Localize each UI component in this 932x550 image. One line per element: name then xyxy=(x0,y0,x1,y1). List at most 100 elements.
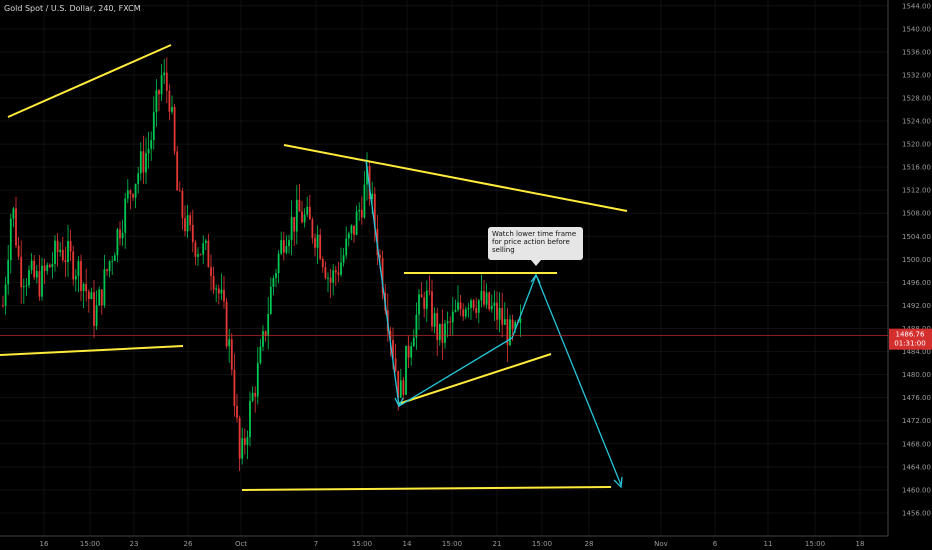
y-tick-label: 1540.00 xyxy=(902,25,931,33)
candle-body xyxy=(129,190,132,195)
candle-body xyxy=(334,270,337,273)
candle-body xyxy=(425,290,428,309)
x-tick-label: 16 xyxy=(40,540,49,548)
candle-body xyxy=(191,225,194,243)
candle-body xyxy=(95,305,98,326)
candle-body xyxy=(17,245,20,257)
candle-body xyxy=(368,166,371,200)
candle-body xyxy=(438,323,441,341)
candle-body xyxy=(223,289,225,302)
candle-body xyxy=(483,290,485,305)
y-tick-label: 1512.00 xyxy=(902,187,931,195)
candle-body xyxy=(415,314,418,338)
candle-body xyxy=(30,260,33,271)
annotation-callout[interactable]: Watch lower time frame for price action … xyxy=(488,227,583,266)
candle-body xyxy=(498,307,501,320)
x-tick-label: 15:00 xyxy=(442,540,462,548)
trendline xyxy=(397,353,552,405)
candle-body xyxy=(236,406,238,418)
x-tick-label: 26 xyxy=(184,540,193,548)
candle-body xyxy=(464,309,467,317)
x-tick-label: 23 xyxy=(130,540,139,548)
candle-body xyxy=(288,240,290,247)
candle-body xyxy=(233,369,236,407)
current-price-badge xyxy=(889,328,932,350)
candle-body xyxy=(412,337,415,347)
y-tick-label: 1524.00 xyxy=(902,118,931,126)
candle-body xyxy=(457,302,459,310)
candle-body xyxy=(152,112,155,141)
candle-body xyxy=(444,323,446,343)
candle-body xyxy=(496,302,498,320)
candle-body xyxy=(449,321,452,323)
candle-body xyxy=(212,276,215,290)
candle-body xyxy=(139,151,142,174)
y-tick-label: 1500.00 xyxy=(902,256,931,264)
candle-body xyxy=(210,267,212,277)
candle-body xyxy=(228,339,231,347)
candle-body xyxy=(204,240,207,244)
candle-body xyxy=(319,234,322,259)
candle-body xyxy=(506,319,509,346)
candle-body xyxy=(4,284,7,306)
candle-body xyxy=(35,271,38,278)
candle-body xyxy=(111,261,114,263)
candle-body xyxy=(56,240,59,253)
candle-body xyxy=(90,292,93,300)
projection-arrowhead xyxy=(613,476,623,489)
candle-body xyxy=(337,272,340,275)
candle-body xyxy=(155,90,158,113)
candle-body xyxy=(246,437,249,445)
candle-body xyxy=(467,307,470,310)
candle-body xyxy=(220,289,223,294)
candle-body xyxy=(207,240,210,268)
candle-body xyxy=(254,392,257,397)
candle-body xyxy=(379,255,381,259)
candle-body xyxy=(308,206,311,220)
candle-body xyxy=(163,72,166,76)
candle-body xyxy=(186,215,189,232)
candle-body xyxy=(436,313,439,341)
candle-body xyxy=(74,275,77,280)
candle-body xyxy=(275,273,277,279)
candle-body xyxy=(420,294,423,298)
candle-body xyxy=(459,302,462,310)
candle-body xyxy=(106,269,108,272)
candle-body xyxy=(353,225,355,235)
candle-body xyxy=(373,193,376,229)
y-tick-label: 1472.00 xyxy=(902,417,931,425)
candle-body xyxy=(202,243,205,255)
candle-body xyxy=(454,309,457,312)
candle-body xyxy=(381,258,384,293)
current-price-countdown: 01:31:00 xyxy=(894,340,925,348)
candle-body xyxy=(142,151,145,173)
candle-body xyxy=(150,140,153,149)
candle-body xyxy=(171,106,173,112)
candle-body xyxy=(503,319,506,325)
candle-body xyxy=(59,249,62,253)
candle-body xyxy=(147,148,150,154)
candle-body xyxy=(82,283,85,292)
candle-body xyxy=(410,346,413,358)
candle-body xyxy=(134,184,137,198)
y-tick-label: 1456.00 xyxy=(902,509,931,517)
candle-body xyxy=(340,262,342,275)
x-tick-label: 15:00 xyxy=(352,540,372,548)
x-tick-label: 28 xyxy=(585,540,594,548)
y-tick-label: 1484.00 xyxy=(902,348,931,356)
candle-body xyxy=(407,345,410,358)
y-tick-label: 1468.00 xyxy=(902,440,931,448)
y-tick-label: 1464.00 xyxy=(902,463,931,471)
candle-body xyxy=(475,307,478,313)
x-tick-label: 11 xyxy=(764,540,773,548)
candle-body xyxy=(132,194,134,198)
candle-body xyxy=(241,438,244,459)
candle-body xyxy=(67,240,69,262)
candle-body xyxy=(2,305,4,307)
candle-body xyxy=(61,249,64,261)
x-tick-label: 14 xyxy=(403,540,412,548)
candle-body xyxy=(160,75,163,95)
candle-body xyxy=(298,199,301,212)
